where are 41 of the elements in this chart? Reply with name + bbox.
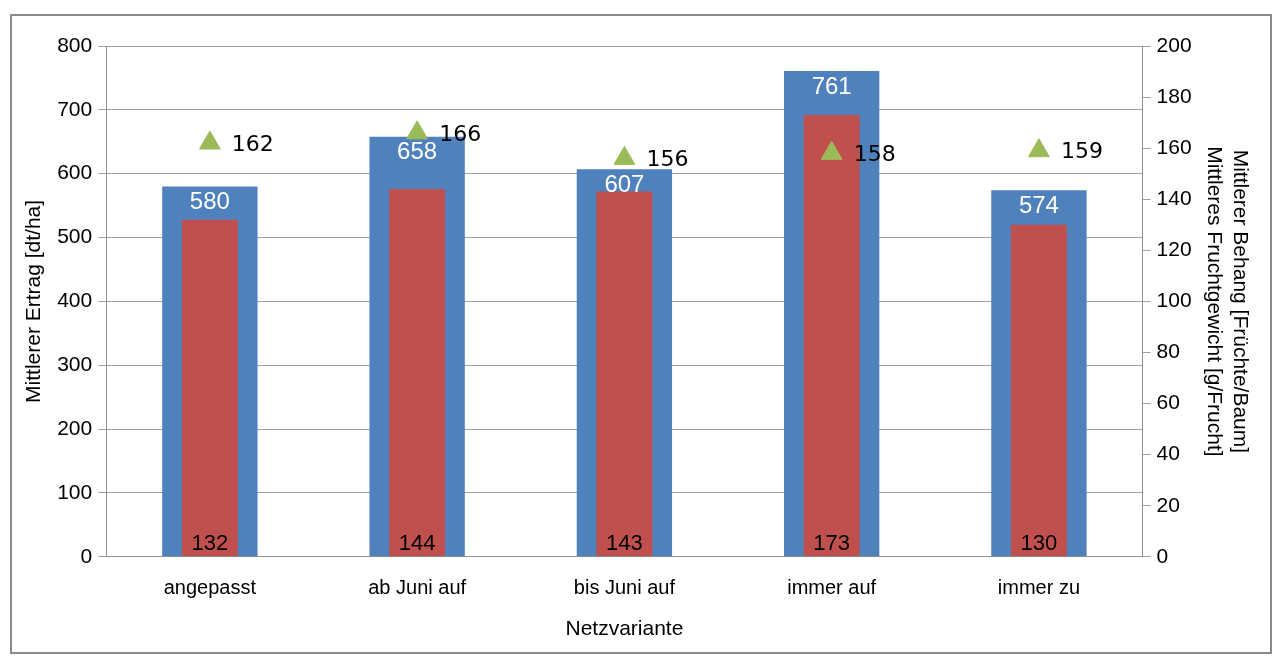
y-tick-label: 800 [57,32,93,56]
y2-tick-label: 160 [1156,134,1192,158]
y2-tick-label: 60 [1156,390,1180,414]
x-axis-title: Netzvariante [565,616,684,640]
data-label: 607 [604,169,645,197]
y2-tick-label: 80 [1156,339,1180,363]
y2-tick-label: 20 [1156,492,1180,516]
data-label: 580 [189,187,230,215]
data-label: 143 [606,529,643,555]
data-label: 156 [646,146,689,172]
data-label: 658 [397,137,438,165]
y2-tick-label: 0 [1156,543,1169,567]
y2-tick-label: 100 [1156,288,1192,312]
y2-tick-label: 180 [1156,83,1192,107]
x-tick-label: immer zu [997,576,1081,599]
y2-tick-label: 200 [1156,32,1192,56]
y-tick-label: 500 [57,224,93,248]
data-label: 144 [398,529,436,555]
x-tick-label: immer auf [787,576,877,599]
data-label: 761 [811,71,852,99]
y-tick-label: 200 [57,415,93,439]
y2-tick-label: 120 [1156,237,1192,261]
x-tick-label: angepasst [163,576,257,599]
data-label: 130 [1020,529,1058,555]
y-axis-title: Mittlerer Ertrag [dt/ha] [21,199,45,403]
data-label: 159 [1060,138,1103,164]
y-tick-label: 600 [57,160,93,184]
y2-axis-title: Mittlerer Behang [Früchte/Baum] Mittleres Fruchtgewicht [g/Frucht] [1204,146,1253,457]
y2-tick-label: 40 [1156,441,1180,465]
y-tick-label: 100 [57,479,93,503]
data-label: 162 [231,130,274,156]
y-tick-label: 0 [80,543,93,567]
y2-tick-label: 140 [1156,186,1192,210]
data-label: 173 [813,529,851,555]
data-label: 574 [1018,190,1059,218]
data-label: 132 [191,529,229,555]
x-tick-label: ab Juni auf [368,576,467,599]
y-tick-label: 300 [57,352,93,376]
y-tick-label: 700 [57,96,93,120]
x-tick-label: bis Juni auf [573,576,676,599]
y-tick-label: 400 [57,288,93,312]
